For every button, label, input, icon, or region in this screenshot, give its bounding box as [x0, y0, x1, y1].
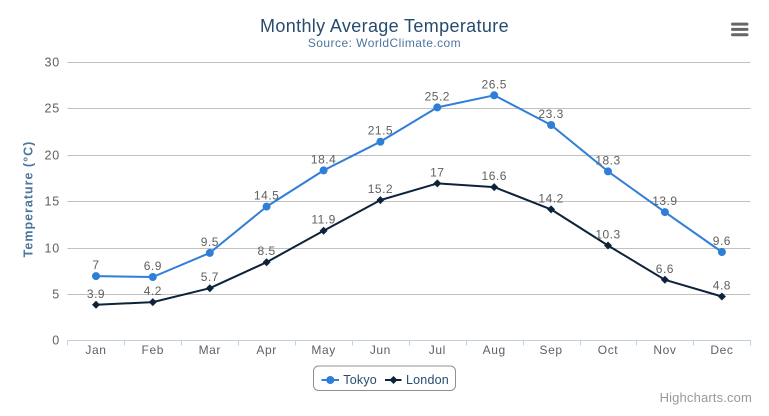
svg-text:4.2: 4.2	[144, 284, 162, 298]
svg-text:Monthly Average Temperature: Monthly Average Temperature	[260, 16, 509, 36]
svg-text:May: May	[311, 343, 335, 357]
svg-text:Mar: Mar	[199, 343, 221, 357]
svg-text:Feb: Feb	[142, 343, 164, 357]
svg-text:Apr: Apr	[256, 343, 276, 357]
svg-text:10.3: 10.3	[595, 228, 620, 242]
svg-text:9.5: 9.5	[201, 235, 219, 249]
svg-text:Sep: Sep	[540, 343, 563, 357]
svg-text:6.6: 6.6	[656, 262, 674, 276]
svg-text:30: 30	[44, 56, 60, 70]
svg-text:26.5: 26.5	[482, 77, 507, 91]
svg-text:7: 7	[92, 258, 99, 272]
svg-text:3.9: 3.9	[87, 287, 105, 301]
svg-text:13.9: 13.9	[652, 194, 677, 208]
svg-text:Tokyo: Tokyo	[343, 373, 377, 387]
svg-text:25: 25	[44, 102, 60, 116]
svg-text:14.5: 14.5	[254, 189, 279, 203]
svg-text:15: 15	[44, 195, 60, 209]
svg-text:Jun: Jun	[370, 343, 391, 357]
svg-text:Aug: Aug	[483, 343, 506, 357]
svg-text:Nov: Nov	[653, 343, 676, 357]
svg-text:Dec: Dec	[710, 343, 733, 357]
svg-text:21.5: 21.5	[368, 124, 393, 138]
svg-text:5.7: 5.7	[201, 270, 219, 284]
svg-text:London: London	[406, 373, 449, 387]
svg-text:Temperature (°C): Temperature (°C)	[22, 141, 36, 258]
svg-text:11.9: 11.9	[311, 213, 335, 227]
svg-text:25.2: 25.2	[425, 89, 450, 103]
svg-text:14.2: 14.2	[538, 191, 563, 205]
svg-text:0: 0	[52, 334, 60, 348]
svg-text:Highcharts.com: Highcharts.com	[660, 390, 752, 405]
svg-text:18.4: 18.4	[311, 152, 336, 166]
svg-text:Oct: Oct	[598, 343, 619, 357]
svg-text:9.6: 9.6	[713, 234, 731, 248]
svg-text:10: 10	[44, 242, 60, 256]
svg-text:20: 20	[44, 149, 60, 163]
svg-text:6.9: 6.9	[144, 259, 162, 273]
svg-text:Jul: Jul	[429, 343, 446, 357]
svg-text:8.5: 8.5	[258, 244, 276, 258]
svg-text:4.8: 4.8	[713, 279, 731, 293]
svg-text:5: 5	[52, 288, 60, 302]
svg-text:17: 17	[430, 165, 444, 179]
svg-text:23.3: 23.3	[538, 107, 563, 121]
svg-text:Source: WorldClimate.com: Source: WorldClimate.com	[308, 36, 461, 50]
svg-text:18.3: 18.3	[595, 153, 620, 167]
svg-text:15.2: 15.2	[368, 182, 393, 196]
svg-text:Jan: Jan	[85, 343, 106, 357]
svg-text:16.6: 16.6	[482, 169, 507, 183]
